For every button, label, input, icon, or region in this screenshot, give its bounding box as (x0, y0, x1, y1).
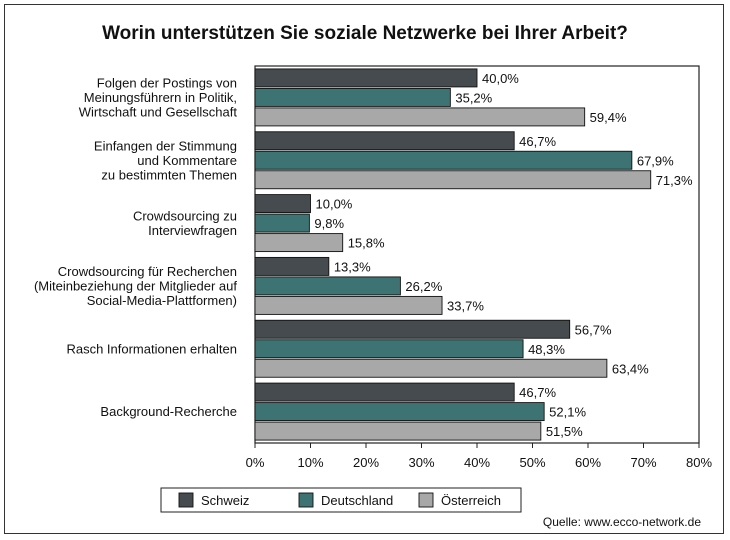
data-label: 46,7% (519, 134, 556, 149)
data-label: 33,7% (447, 298, 484, 313)
data-label: 56,7% (575, 322, 612, 337)
bar (254, 402, 545, 422)
x-tick-label: 80% (686, 455, 712, 470)
legend-box (160, 487, 522, 513)
bar (254, 150, 633, 170)
legend-swatch (418, 492, 434, 508)
data-label: 15,8% (348, 236, 385, 251)
category-label: Crowdsourcing zu (133, 208, 237, 223)
legend-swatch (298, 492, 314, 508)
category-label: Einfangen der Stimmung (94, 138, 237, 153)
category-label: (Miteinbeziehung der Mitglieder auf (34, 278, 237, 293)
bar (254, 68, 478, 88)
bar (254, 107, 586, 127)
x-tick-label: 70% (630, 455, 656, 470)
bar (254, 339, 524, 359)
x-tick-label: 60% (575, 455, 601, 470)
category-label: Social-Media-Plattformen) (87, 293, 237, 308)
source-note: Quelle: www.ecco-network.de (542, 515, 701, 529)
category-label: und Kommentare (137, 153, 237, 168)
data-label: 48,3% (528, 342, 565, 357)
bar (254, 170, 652, 190)
bar (254, 319, 571, 339)
bar (254, 233, 344, 253)
plot-area (254, 65, 700, 444)
bar (254, 87, 451, 107)
data-label: 35,2% (455, 90, 492, 105)
bar (254, 276, 401, 296)
x-tick-label: 50% (519, 455, 545, 470)
legend-label: Deutschland (321, 493, 393, 508)
bar (254, 295, 443, 315)
legend-swatch (178, 492, 194, 508)
legend-label: Schweiz (201, 493, 249, 508)
data-label: 46,7% (519, 385, 556, 400)
category-label: Crowdsourcing für Recherchen (58, 264, 237, 279)
category-label: Rasch Informationen erhalten (66, 341, 237, 356)
bar-chart: 0% 10% 20% 30% 40% 50% 60% 70% 80% 40,0% 35,2% 59,4… (34, 65, 712, 513)
data-label: 10,0% (316, 197, 353, 212)
bar (254, 382, 515, 402)
x-tick-label: 20% (353, 455, 379, 470)
data-label: 52,1% (549, 405, 586, 420)
data-label: 67,9% (637, 153, 674, 168)
category-label: Background-Recherche (100, 404, 237, 419)
x-tick-label: 0% (246, 455, 265, 470)
data-label: 71,3% (656, 173, 693, 188)
data-label: 9,8% (314, 216, 344, 231)
data-label: 59,4% (590, 110, 627, 125)
x-tick-label: 40% (464, 455, 490, 470)
bar (254, 194, 311, 214)
bar (254, 358, 608, 378)
data-label: 13,3% (334, 259, 371, 274)
category-label: zu bestimmten Themen (101, 167, 237, 182)
category-label: Interviewfragen (148, 223, 237, 238)
category-label: Folgen der Postings von (97, 75, 237, 90)
bar (254, 256, 330, 276)
data-label: 63,4% (612, 361, 649, 376)
chart-frame: Worin unterstützen Sie soziale Netzwerke… (4, 4, 724, 534)
legend-label: Österreich (441, 493, 501, 508)
category-label: Wirtschaft und Gesellschaft (79, 104, 238, 119)
data-label: 51,5% (546, 424, 583, 439)
category-label: Meinungsführern in Politik, (84, 90, 237, 105)
data-label: 26,2% (405, 279, 442, 294)
bar (254, 213, 310, 233)
x-tick-label: 10% (297, 455, 323, 470)
bar (254, 131, 515, 151)
data-label: 40,0% (482, 71, 519, 86)
bar (254, 421, 542, 441)
chart-title: Worin unterstützen Sie soziale Netzwerke… (102, 23, 628, 44)
x-tick-label: 30% (408, 455, 434, 470)
